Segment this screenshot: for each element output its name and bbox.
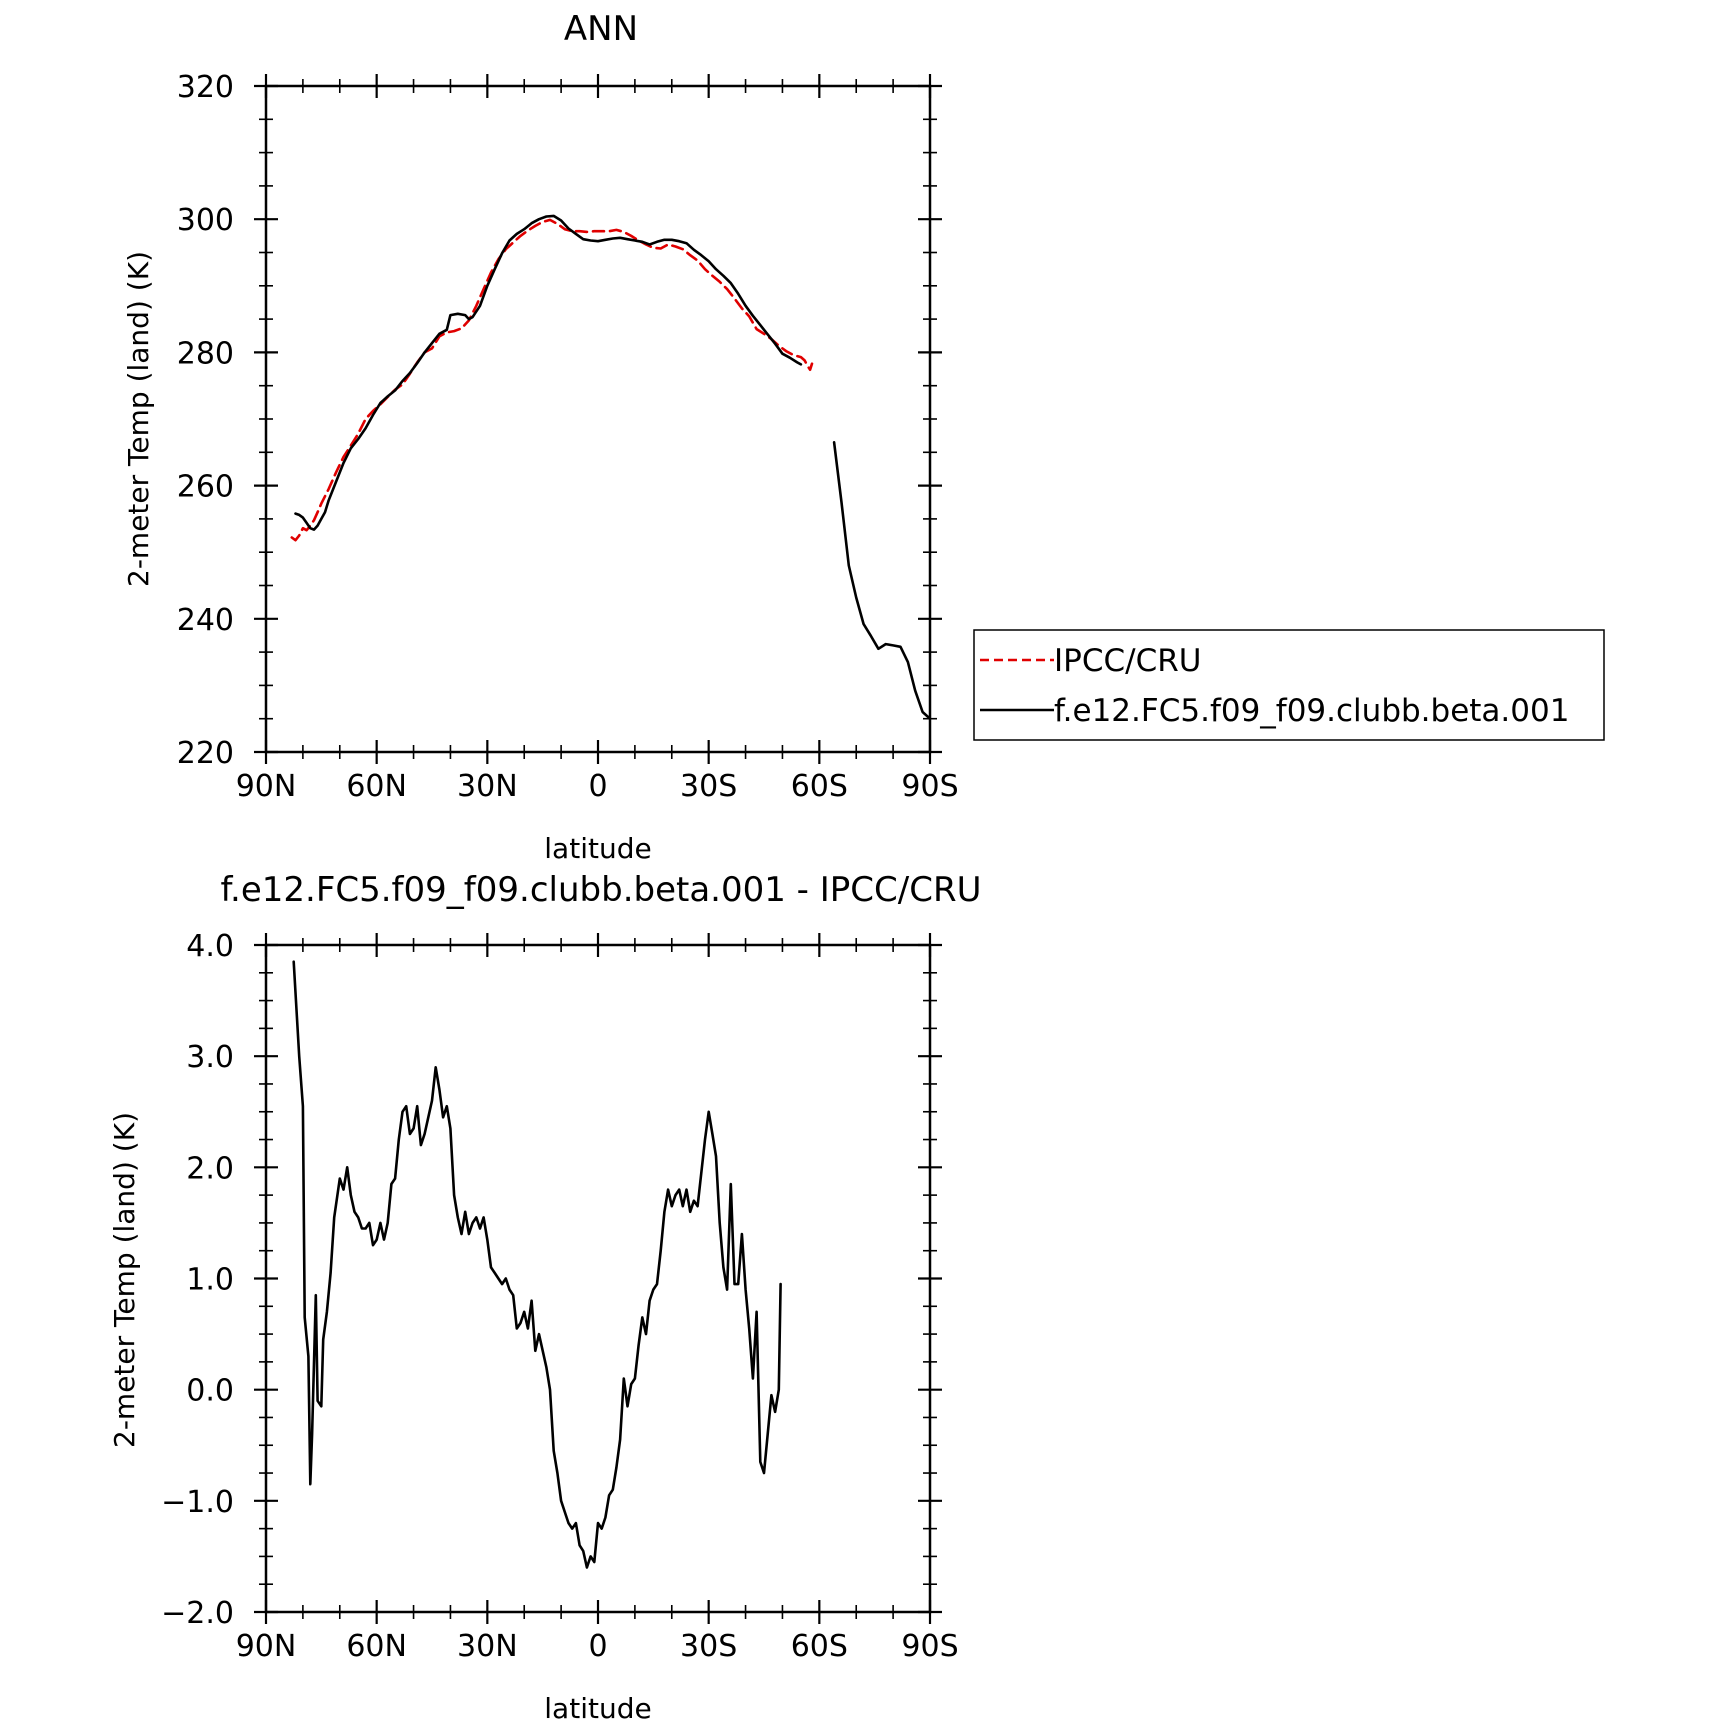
- x-tick-label: 30S: [680, 1629, 737, 1664]
- x-tick-label: 90S: [901, 769, 958, 804]
- plot-frame: [264, 943, 932, 1614]
- x-tick-labels: 90N 60N 30N 0 30S 60S 90S: [236, 1629, 959, 1664]
- x-tick-label: 0: [588, 1629, 607, 1664]
- x-tick-label: 90N: [236, 1629, 297, 1664]
- series-line-difference: [292, 960, 782, 1569]
- y-axis-label: 2-meter Temp (land) (K): [108, 1112, 141, 1448]
- x-tick-label: 60N: [346, 1629, 407, 1664]
- axis-ticks: [254, 74, 942, 764]
- x-tick-labels: 90N 60N 30N 0 30S 60S 90S: [236, 769, 959, 804]
- chart-panel-temperature: ANN 90N 60N 30N 0 30S 60S 90S 220 240 260 280 300 3…: [122, 9, 959, 865]
- x-tick-label: 60S: [791, 1629, 848, 1664]
- y-tick-label: 0.0: [186, 1374, 234, 1409]
- y-tick-label: 280: [177, 336, 234, 371]
- y-tick-label: 300: [177, 203, 234, 238]
- y-tick-label: 3.0: [186, 1040, 234, 1075]
- x-axis-label: latitude: [544, 832, 651, 865]
- legend-label-ipcc-cru: IPCC/CRU: [1054, 643, 1201, 679]
- y-tick-label: −1.0: [161, 1485, 234, 1520]
- y-tick-label: 4.0: [186, 929, 234, 964]
- data-lines: [292, 960, 782, 1569]
- x-tick-label: 0: [588, 769, 607, 804]
- chart-title: f.e12.FC5.f09_f09.clubb.beta.001 - IPCC/…: [221, 870, 982, 910]
- x-tick-label: 90S: [901, 1629, 958, 1664]
- x-tick-label: 90N: [236, 769, 297, 804]
- chart-title: ANN: [564, 9, 638, 49]
- x-tick-label: 60N: [346, 769, 407, 804]
- series-line-model: [294, 214, 803, 531]
- x-tick-label: 60S: [791, 769, 848, 804]
- x-tick-label: 30N: [457, 1629, 518, 1664]
- data-lines: [290, 214, 932, 721]
- y-tick-label: −2.0: [161, 1596, 234, 1631]
- y-tick-labels: 220 240 260 280 300 320: [177, 70, 234, 771]
- y-tick-label: 1.0: [186, 1263, 234, 1298]
- x-tick-label: 30N: [457, 769, 518, 804]
- series-line-ipcc-cru: [290, 218, 814, 542]
- series-line-model: [832, 440, 932, 721]
- legend-box: [973, 629, 1605, 741]
- chart-panel-difference: f.e12.FC5.f09_f09.clubb.beta.001 - IPCC/…: [108, 870, 981, 1723]
- x-axis-label: latitude: [544, 1692, 651, 1723]
- y-tick-labels: −2.0 −1.0 0.0 1.0 2.0 3.0 4.0: [161, 929, 234, 1631]
- y-tick-label: 260: [177, 470, 234, 505]
- y-tick-label: 2.0: [186, 1151, 234, 1186]
- legend-label-model: f.e12.FC5.f09_f09.clubb.beta.001: [1054, 693, 1569, 729]
- legend: IPCC/CRU f.e12.FC5.f09_f09.clubb.beta.00…: [973, 629, 1605, 741]
- y-tick-label: 220: [177, 736, 234, 771]
- axis-ticks: [254, 933, 942, 1624]
- x-tick-label: 30S: [680, 769, 737, 804]
- y-axis-label: 2-meter Temp (land) (K): [122, 251, 155, 587]
- y-tick-label: 240: [177, 603, 234, 638]
- y-tick-label: 320: [177, 70, 234, 105]
- plot-frame: [264, 84, 932, 754]
